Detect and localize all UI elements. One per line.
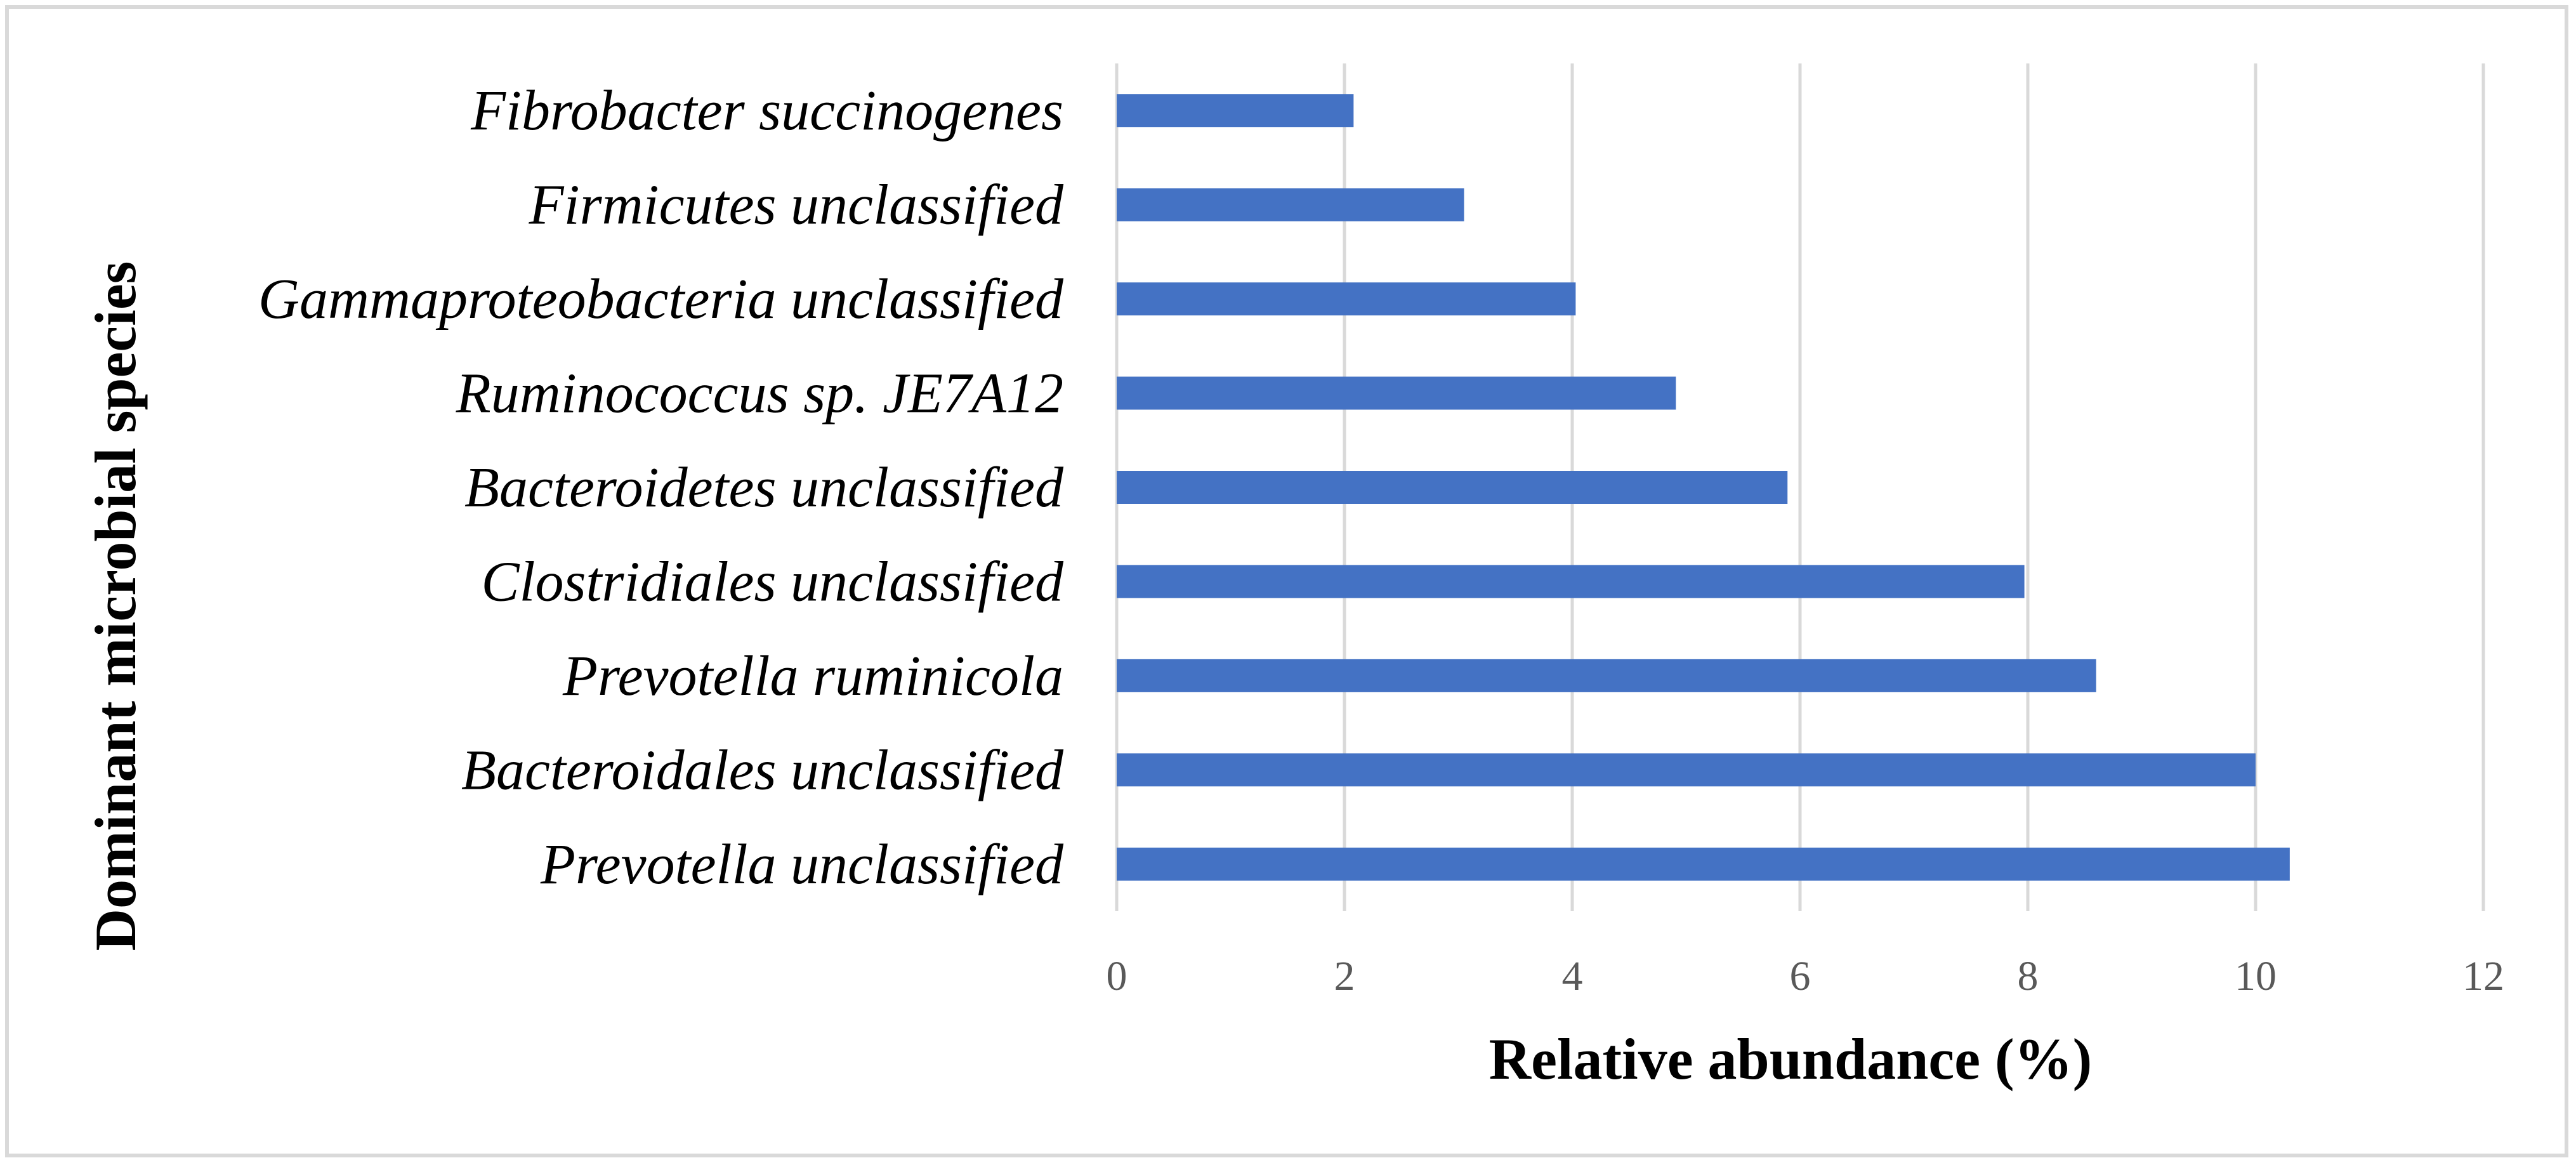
bars [1117, 94, 2290, 881]
x-tick-label: 8 [2018, 953, 2039, 999]
category-label: Prevotella unclassified [540, 833, 1064, 896]
category-label: Prevotella ruminicola [562, 645, 1063, 708]
category-label: Gammaproteobacteria unclassified [258, 268, 1064, 331]
bar [1117, 471, 1788, 504]
category-label: Clostridiales unclassified [481, 550, 1064, 613]
category-labels: Fibrobacter succinogenes Firmicutes uncla… [258, 79, 1064, 896]
category-label: Firmicutes unclassified [529, 174, 1064, 237]
bar [1117, 565, 2025, 598]
bar [1117, 282, 1576, 316]
bar [1117, 753, 2256, 787]
x-tick-label: 12 [2462, 953, 2504, 999]
x-tick-label: 2 [1334, 953, 1355, 999]
bar [1117, 376, 1676, 410]
x-tick-label: 0 [1107, 953, 1127, 999]
x-tick-label: 10 [2235, 953, 2277, 999]
y-axis-title: Dominant microbial species [83, 261, 148, 951]
bar [1117, 847, 2290, 881]
bar [1117, 94, 1354, 128]
x-tick-labels: 0 2 4 6 8 10 12 [1107, 953, 2505, 999]
x-tick-label: 4 [1562, 953, 1583, 999]
category-label: Bacteroidetes unclassified [464, 456, 1064, 519]
x-axis-title: Relative abundance (%) [1489, 1027, 2093, 1091]
x-tick-label: 6 [1790, 953, 1811, 999]
bar [1117, 188, 1464, 221]
bar [1117, 659, 2096, 692]
category-label: Ruminococcus sp. JE7A12 [456, 362, 1063, 425]
category-label: Fibrobacter succinogenes [470, 79, 1063, 142]
category-label: Bacteroidales unclassified [461, 739, 1064, 801]
